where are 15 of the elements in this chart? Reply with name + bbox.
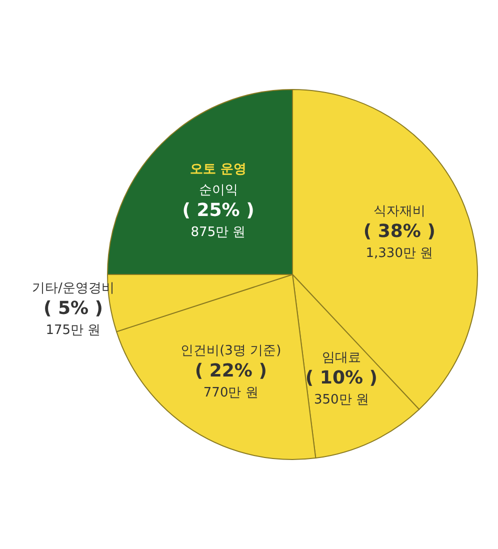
data-label: ( 38% ) (363, 221, 436, 242)
text: 770만 원 (203, 386, 258, 401)
slice-label: 식자재비 (373, 204, 426, 220)
slice-label: 순이익 (198, 182, 238, 198)
text: 875만 원 (190, 224, 246, 240)
text: 1,330만 원 (366, 246, 434, 262)
data-label: ( 22% ) (194, 360, 267, 382)
data-label: ( 25% ) (182, 200, 254, 221)
data-label: ( 10% ) (305, 368, 378, 389)
slice-label: 임대료 (322, 350, 361, 366)
data-label: ( 5% ) (43, 298, 104, 320)
slice-label: 인건비(3명 기준) (180, 344, 282, 359)
text: 350만 원 (314, 392, 369, 408)
text: 오토 운영 (190, 162, 247, 177)
text: 175만 원 (46, 323, 101, 338)
